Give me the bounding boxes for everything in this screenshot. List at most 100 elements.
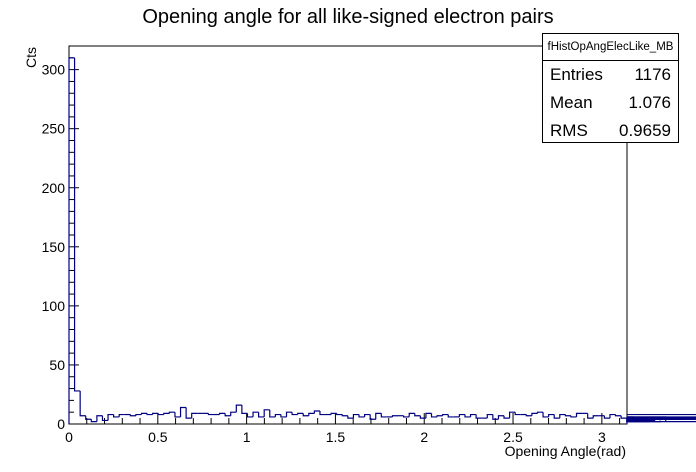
histogram-bin [614, 414, 622, 417]
x-tick-label: 1 [243, 429, 251, 445]
x-tick-label: 0.5 [148, 429, 168, 445]
histogram-bin [508, 411, 516, 419]
histogram-bin [403, 415, 410, 418]
histogram-bin [85, 415, 92, 420]
histogram-bin [620, 415, 627, 419]
stats-box: fHistOpAngElecLike_MB Entries 1176 Mean … [542, 33, 679, 143]
histogram-bin [297, 412, 304, 415]
histogram-bin [330, 412, 337, 415]
histogram-bin [419, 415, 426, 419]
histogram-bin [627, 421, 696, 423]
histogram-bin [391, 415, 399, 417]
histogram-bin [425, 412, 432, 419]
histogram-bin [163, 412, 170, 415]
histogram-bin [157, 413, 164, 416]
y-tick-label: 50 [49, 357, 65, 373]
histogram-bin [548, 413, 555, 417]
histogram-bin [531, 412, 538, 416]
histogram-bin [486, 413, 493, 419]
histogram-bin [559, 413, 566, 419]
histogram-bin [179, 406, 187, 417]
x-tick-label: 2.5 [503, 429, 523, 445]
histogram-bin [369, 414, 376, 420]
histogram-bin [358, 414, 365, 418]
histogram-bin [107, 413, 114, 421]
stats-label: Entries [550, 65, 603, 84]
histogram-bin [414, 413, 421, 417]
histogram-bin [101, 415, 109, 422]
histogram-bin [336, 413, 343, 416]
histogram-bin [118, 413, 125, 417]
histogram-bin [191, 412, 198, 419]
histogram-bin [258, 412, 265, 418]
histogram-bin [90, 419, 97, 423]
histogram-bin [536, 411, 544, 414]
histogram-bin [553, 414, 560, 419]
histogram-bin [308, 412, 315, 416]
histogram-bin [408, 412, 415, 417]
stats-value: 1.076 [628, 93, 671, 112]
y-tick-label: 300 [42, 62, 66, 78]
stats-histogram-name: fHistOpAngElecLike_MB [543, 34, 678, 61]
y-tick-label: 100 [42, 298, 66, 314]
stats-row-rms: RMS 0.9659 [543, 117, 678, 145]
histogram-bin [168, 411, 175, 414]
histogram-bin [525, 414, 532, 417]
x-tick-label: 0 [65, 429, 73, 445]
histogram-bin [380, 413, 387, 418]
histogram-bin [152, 412, 159, 415]
stats-value: 1176 [634, 65, 671, 84]
histogram-bin [627, 413, 696, 416]
histogram-bin [285, 411, 293, 417]
histogram-bin [319, 411, 326, 416]
histogram-bin [363, 413, 371, 417]
histogram-bin [464, 414, 471, 418]
stats-row-entries: Entries 1176 [543, 61, 678, 89]
y-axis-label: Cts [23, 47, 39, 68]
stats-label: Mean [550, 93, 593, 112]
histogram-bin [68, 57, 75, 424]
histogram-bin [218, 412, 226, 415]
histogram-bin [174, 412, 181, 418]
histogram-bin [246, 413, 254, 418]
histogram-bin [587, 413, 594, 419]
histogram-bin [469, 413, 477, 417]
histogram-bin [514, 412, 521, 416]
histogram-bin [73, 57, 81, 392]
histogram-bin [129, 414, 136, 417]
histogram-bin [252, 411, 259, 417]
histogram-bin [503, 415, 510, 419]
histogram-bin [352, 413, 360, 419]
histogram-bin [609, 413, 616, 419]
histogram-bin [564, 414, 571, 417]
histogram-bin [263, 409, 270, 417]
x-tick-label: 1.5 [326, 429, 346, 445]
x-tick-label: 3 [598, 429, 606, 445]
histogram-bin [458, 413, 465, 417]
histogram-bin [207, 413, 215, 416]
x-axis-label: Opening Angle(rad) [505, 443, 626, 459]
histogram-bin [575, 412, 583, 417]
histogram-bin [291, 412, 298, 416]
histogram-bin [269, 409, 276, 418]
histogram-bin [442, 413, 449, 416]
stats-row-mean: Mean 1.076 [543, 89, 678, 117]
histogram-bin [79, 390, 86, 417]
histogram-bin [235, 404, 242, 413]
x-tick-label: 2 [420, 429, 428, 445]
histogram-bars [68, 57, 696, 424]
histogram-bin [627, 416, 696, 418]
histogram-bin [146, 413, 153, 416]
histogram-bin [347, 415, 354, 419]
y-tick-label: 250 [42, 121, 66, 137]
histogram-bin [96, 415, 103, 422]
histogram-bin [185, 407, 192, 419]
histogram-bin [592, 415, 599, 419]
stats-value: 0.9659 [619, 121, 671, 140]
histogram-bin [375, 412, 382, 420]
histogram-bin [135, 413, 142, 416]
histogram-bin [627, 417, 696, 419]
histogram-bin [280, 414, 287, 418]
